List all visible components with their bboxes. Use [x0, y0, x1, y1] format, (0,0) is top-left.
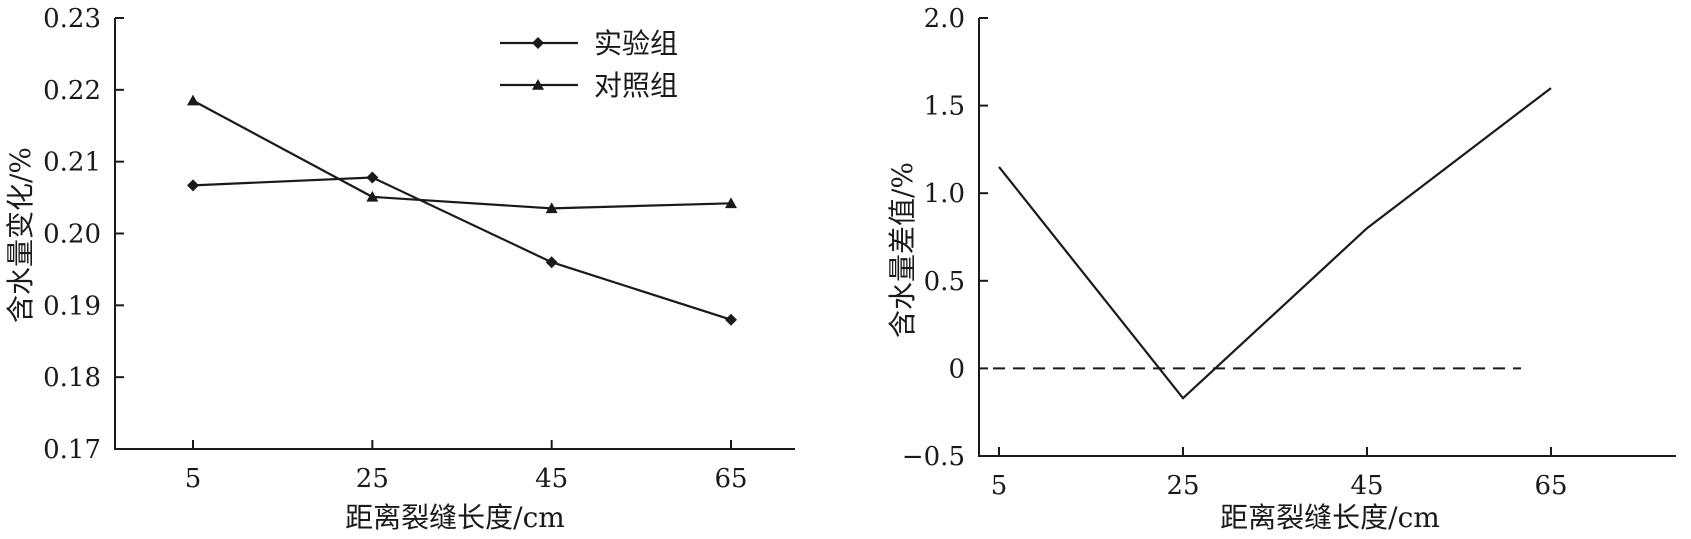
right-chart-x-ticks: 5 25 45 65: [991, 447, 1568, 501]
left-chart: 0.17 0.18 0.19 0.20 0.21 0.22 0.23 5 25 45 65 距离裂…: [4, 4, 795, 534]
data-point-triangle: [366, 190, 379, 202]
right-chart-y-ticks: −0.5 0 0.5 1.0 1.5 2.0: [902, 4, 988, 472]
y-tick-label: −0.5: [902, 442, 965, 472]
y-tick-label: 0: [948, 354, 965, 384]
left-chart-series: [187, 94, 737, 326]
y-tick-label: 0.22: [43, 76, 101, 106]
left-chart-y-ticks: 0.17 0.18 0.19 0.20 0.21 0.22 0.23: [43, 4, 124, 465]
data-point-triangle: [187, 94, 199, 106]
right-chart: −0.5 0 0.5 1.0 1.5 2.0 5 25 45 65 距离裂缝长度/cm 含水量差…: [886, 4, 1676, 534]
y-tick-label: 0.5: [924, 267, 965, 297]
x-tick-label: 25: [356, 464, 389, 494]
series-line-1: [192, 176, 732, 321]
x-tick-label: 5: [991, 471, 1008, 501]
right-chart-axes: [978, 18, 1676, 457]
y-tick-label: 0.23: [43, 4, 101, 34]
data-point-triangle: [725, 197, 737, 209]
legend-label: 实验组: [594, 27, 678, 60]
left-chart-x-axis-title: 距离裂缝长度/cm: [345, 501, 565, 534]
y-tick-label: 0.20: [43, 220, 101, 250]
right-chart-y-axis-title: 含水量差值/%: [886, 162, 919, 338]
y-tick-label: 0.17: [43, 435, 101, 465]
y-tick-label: 2.0: [924, 4, 965, 34]
data-point-diamond: [545, 256, 558, 269]
right-chart-x-axis-title: 距离裂缝长度/cm: [1220, 501, 1440, 534]
data-point-diamond: [725, 313, 737, 326]
series-line-1: [998, 87, 1552, 400]
left-chart-axes: [114, 18, 795, 450]
right-chart-series: [998, 87, 1552, 400]
x-tick-label: 45: [1350, 471, 1383, 501]
y-tick-label: 1.5: [924, 92, 965, 122]
x-tick-label: 25: [1166, 471, 1199, 501]
left-chart-x-ticks: 5 25 45 65: [185, 440, 748, 494]
x-tick-label: 65: [1534, 471, 1567, 501]
x-tick-label: 45: [535, 464, 568, 494]
y-tick-label: 0.18: [43, 363, 101, 393]
y-tick-label: 0.21: [43, 148, 101, 178]
series-line-2: [192, 99, 732, 210]
data-point-triangle: [545, 202, 558, 214]
y-tick-label: 1.0: [924, 179, 965, 209]
data-point-diamond: [366, 171, 379, 184]
x-tick-label: 5: [185, 464, 202, 494]
legend-label: 对照组: [594, 69, 678, 102]
legend-marker-diamond: [532, 37, 544, 49]
legend-marker-triangle: [532, 79, 544, 90]
left-chart-y-axis-title: 含水量变化/%: [4, 147, 37, 323]
data-point-diamond: [187, 179, 199, 192]
x-tick-label: 65: [714, 464, 747, 494]
y-tick-label: 0.19: [43, 291, 101, 321]
